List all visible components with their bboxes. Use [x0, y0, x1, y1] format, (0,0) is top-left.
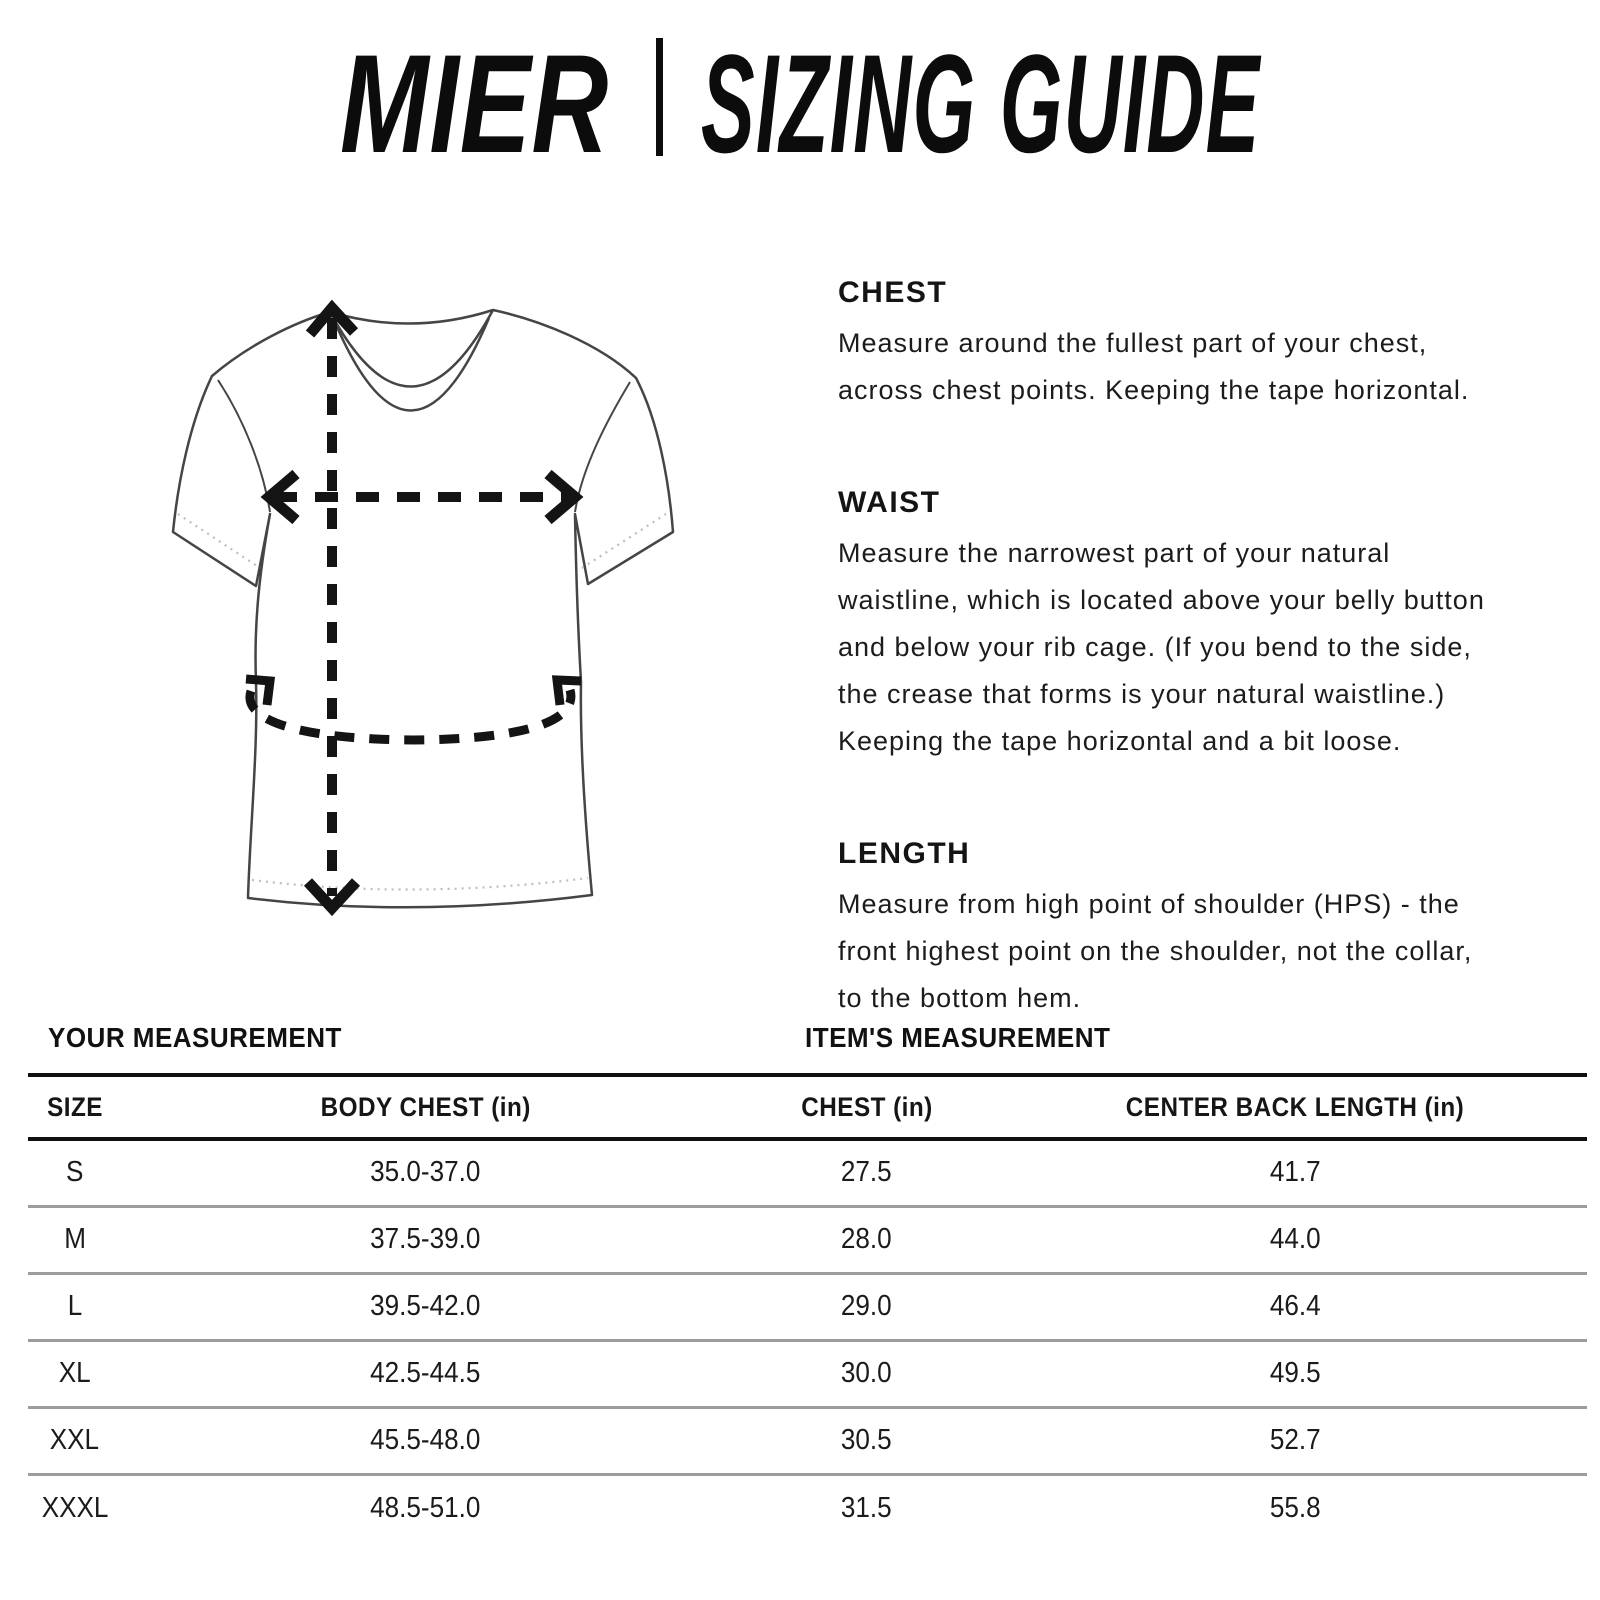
size-cell: S	[66, 1156, 84, 1189]
waist-arrow	[245, 674, 582, 745]
chest-text: Measure around the fullest part of your …	[838, 328, 1470, 405]
size-cell: M	[63, 1223, 86, 1255]
chest-heading: CHEST	[838, 276, 948, 309]
stitch-lines	[177, 513, 667, 891]
chest-cell: 30.0	[841, 1357, 893, 1389]
chest-cell: 31.5	[841, 1491, 893, 1524]
instruction-chest: CHEST Measure around the fullest part of…	[838, 276, 1578, 414]
table-row-m: M 37.5-39.0 28.0 44.0	[28, 1206, 1587, 1273]
instructions-column: CHEST Measure around the fullest part of…	[838, 276, 1578, 1094]
chest-cell: 27.5	[841, 1156, 893, 1189]
chest-cell: 30.5	[841, 1424, 893, 1456]
size-cell: L	[67, 1290, 83, 1322]
chest-cell: 29.0	[841, 1290, 893, 1322]
center-back-length-cell: 52.7	[1270, 1424, 1321, 1456]
items-measurement-label: ITEM'S MEASUREMENT	[805, 1022, 1111, 1053]
waist-heading: WAIST	[838, 486, 941, 519]
col-header-center-back-length: CENTER BACK LENGTH (in)	[1126, 1091, 1465, 1122]
tshirt-diagram	[120, 250, 680, 950]
collar	[328, 309, 495, 412]
size-cell: XL	[58, 1357, 91, 1389]
sizing-table-header: SIZE BODY CHEST (in) CHEST (in) CENTER B…	[28, 1075, 1587, 1139]
instruction-waist: WAIST Measure the narrowest part of your…	[838, 486, 1578, 765]
center-back-length-cell: 41.7	[1270, 1156, 1321, 1189]
chest-arrow	[260, 469, 584, 525]
tshirt-outline	[171, 308, 675, 909]
waist-text: Measure the narrowest part of your natur…	[838, 538, 1485, 756]
center-back-length-cell: 49.5	[1270, 1357, 1321, 1389]
body-chest-cell: 48.5-51.0	[370, 1491, 481, 1524]
table-row-xxxl: XXXL 48.5-51.0 31.5 55.8	[28, 1474, 1587, 1541]
table-row-xxl: XXL 45.5-48.0 30.5 52.7	[28, 1407, 1587, 1474]
sizing-table: SIZE BODY CHEST (in) CHEST (in) CENTER B…	[28, 1073, 1587, 1541]
center-back-length-cell: 55.8	[1270, 1491, 1321, 1524]
page-title: SIZING GUIDE	[701, 25, 1261, 182]
col-header-body-chest: BODY CHEST (in)	[320, 1091, 531, 1122]
body-chest-cell: 37.5-39.0	[370, 1223, 481, 1255]
chest-cell: 28.0	[841, 1223, 893, 1255]
your-measurement-label: YOUR MEASUREMENT	[48, 1022, 342, 1053]
size-cell: XXL	[50, 1424, 100, 1456]
header-divider	[656, 38, 663, 156]
instruction-length: LENGTH Measure from high point of should…	[838, 837, 1578, 1022]
table-row-s: S 35.0-37.0 27.5 41.7	[28, 1139, 1587, 1206]
body-chest-cell: 35.0-37.0	[370, 1156, 481, 1189]
brand-logo: MIER	[340, 25, 610, 182]
size-cell: XXXL	[41, 1491, 109, 1524]
center-back-length-cell: 44.0	[1270, 1223, 1321, 1255]
tshirt-diagram-svg	[171, 299, 675, 917]
body-chest-cell: 42.5-44.5	[370, 1357, 481, 1389]
col-header-chest: CHEST (in)	[801, 1091, 933, 1122]
table-row-l: L 39.5-42.0 29.0 46.4	[28, 1273, 1587, 1340]
table-row-xl: XL 42.5-44.5 30.0 49.5	[28, 1340, 1587, 1407]
col-header-size: SIZE	[46, 1091, 103, 1122]
length-heading: LENGTH	[838, 837, 971, 870]
length-arrow	[303, 299, 361, 917]
center-back-length-cell: 46.4	[1270, 1290, 1321, 1322]
body-chest-cell: 45.5-48.0	[370, 1424, 481, 1456]
body-chest-cell: 39.5-42.0	[370, 1290, 481, 1322]
length-text: Measure from high point of shoulder (HPS…	[838, 889, 1473, 1013]
